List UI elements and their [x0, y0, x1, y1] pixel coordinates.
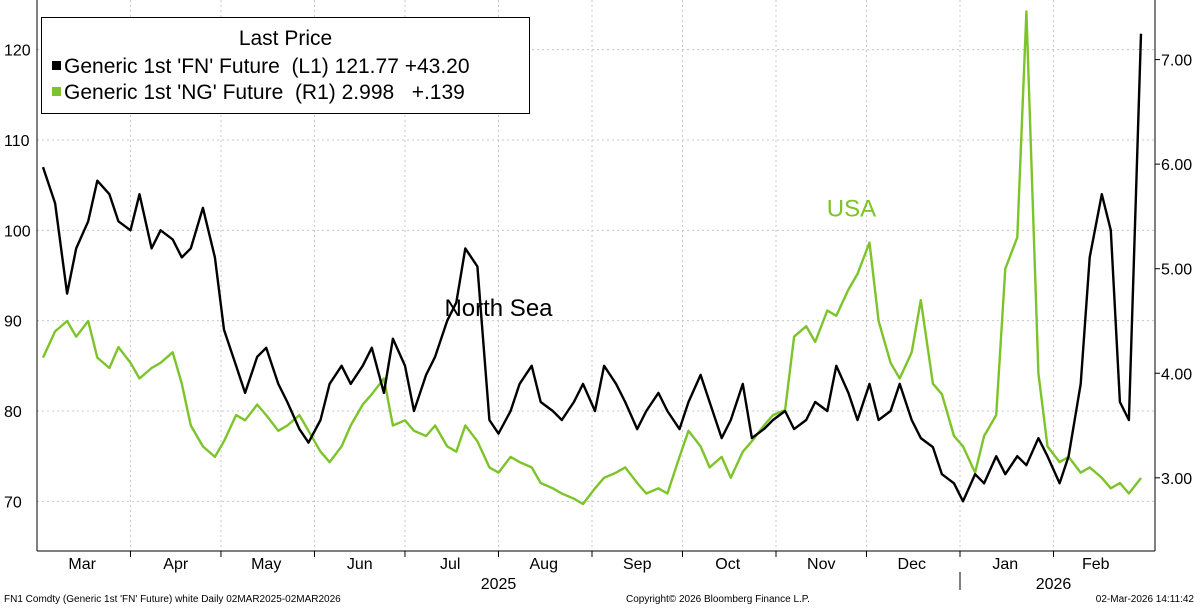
legend-fn-change: +43.20 [404, 55, 470, 78]
x-month-label: Sep [623, 556, 652, 573]
y-right-tick-label: 4.00 [1161, 366, 1192, 383]
axis-tick-labels: Mar Apr May Jun Jul Aug Sep Oct Nov Dec Jan Feb 2025… [4, 43, 1192, 593]
annotation-north-sea: North Sea [444, 295, 553, 322]
legend-fn-last: 121.77 [334, 55, 399, 78]
y-left-tick-label: 70 [4, 494, 22, 511]
footer-timestamp: 02-Mar-2026 14:11:42 [1095, 594, 1194, 605]
x-month-label: Jan [992, 556, 1018, 573]
y-left-tick-label: 100 [4, 223, 31, 240]
x-month-label: Jul [440, 556, 460, 573]
footer-copyright: Copyright© 2026 Bloomberg Finance L.P. [626, 594, 810, 605]
x-month-label: Jun [347, 556, 373, 573]
x-year-label: 2026 [1036, 576, 1072, 593]
legend-fn-axis: (L1) [291, 55, 329, 78]
y-right-tick-label: 6.00 [1161, 157, 1192, 174]
y-left-tick-label: 120 [4, 43, 31, 60]
y-right-tick-label: 3.00 [1161, 471, 1192, 488]
series-lines [41, 10, 1143, 506]
series-line-fn [41, 33, 1143, 503]
y-right-tick-label: 5.00 [1161, 262, 1192, 279]
legend: Last Price Generic 1st 'FN' Future (L1) … [41, 17, 530, 114]
x-month-label: May [251, 556, 281, 573]
legend-ng-change: +.139 [411, 81, 465, 104]
x-year-label: 2025 [481, 576, 517, 593]
annotation-usa: USA [827, 195, 876, 222]
series-line-ng [41, 10, 1142, 506]
x-month-label: Dec [898, 556, 926, 573]
legend-entry-fn: Generic 1st 'FN' Future (L1) 121.77 +43.… [52, 55, 470, 79]
x-month-label: Apr [163, 556, 189, 573]
legend-entry-ng: Generic 1st 'NG' Future (R1) 2.998 +.139 [52, 81, 465, 105]
x-month-label: Mar [68, 556, 96, 573]
x-month-label: Oct [715, 556, 740, 573]
axes [36, 0, 1160, 590]
legend-ng-last: 2.998 [341, 81, 395, 104]
x-month-label: Nov [807, 556, 835, 573]
x-month-label: Aug [530, 556, 558, 573]
legend-swatch-fn [52, 61, 61, 70]
legend-fn-name: Generic 1st 'FN' Future [64, 55, 280, 78]
x-month-label: Feb [1082, 556, 1110, 573]
y-left-tick-label: 80 [4, 404, 22, 421]
legend-swatch-ng [52, 87, 61, 96]
legend-ng-name: Generic 1st 'NG' Future [64, 81, 284, 104]
footer-left: FN1 Comdty (Generic 1st 'FN' Future) whi… [4, 594, 341, 605]
legend-ng-axis: (R1) [294, 81, 336, 104]
y-left-tick-label: 110 [4, 133, 30, 150]
y-right-tick-label: 7.00 [1161, 53, 1192, 70]
y-left-tick-label: 90 [4, 314, 22, 331]
legend-title: Last Price [238, 27, 333, 50]
